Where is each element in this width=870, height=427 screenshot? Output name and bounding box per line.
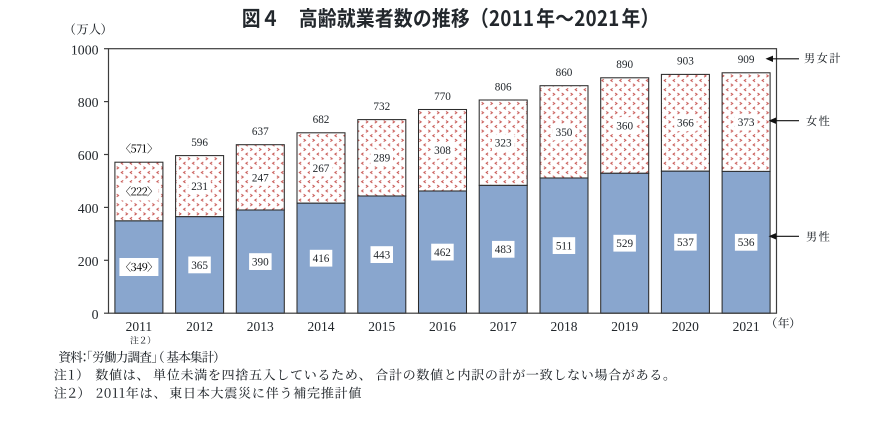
svg-text:483: 483 bbox=[495, 244, 512, 256]
svg-text:390: 390 bbox=[252, 257, 269, 269]
svg-text:231: 231 bbox=[191, 181, 208, 193]
svg-text:416: 416 bbox=[313, 253, 330, 265]
svg-text:637: 637 bbox=[252, 126, 269, 138]
svg-text:1000: 1000 bbox=[71, 42, 99, 57]
svg-text:600: 600 bbox=[78, 148, 99, 163]
svg-text:373: 373 bbox=[738, 117, 755, 129]
svg-text:200: 200 bbox=[78, 254, 99, 269]
svg-text:909: 909 bbox=[738, 54, 755, 66]
svg-text:537: 537 bbox=[677, 237, 694, 249]
svg-text:267: 267 bbox=[313, 163, 330, 175]
svg-text:289: 289 bbox=[373, 153, 390, 165]
svg-text:443: 443 bbox=[373, 250, 390, 262]
svg-text:596: 596 bbox=[191, 137, 208, 149]
svg-text:462: 462 bbox=[434, 247, 451, 259]
svg-text:365: 365 bbox=[191, 260, 208, 272]
svg-text:247: 247 bbox=[252, 172, 269, 184]
svg-text:323: 323 bbox=[495, 138, 512, 150]
svg-text:890: 890 bbox=[616, 59, 633, 71]
svg-text:308: 308 bbox=[434, 145, 451, 157]
svg-text:2016: 2016 bbox=[429, 319, 456, 334]
svg-text:366: 366 bbox=[677, 118, 694, 130]
svg-text:2019: 2019 bbox=[611, 319, 638, 334]
svg-text:2021: 2021 bbox=[733, 319, 760, 334]
svg-text:350: 350 bbox=[556, 127, 573, 139]
svg-text:903: 903 bbox=[677, 56, 694, 68]
svg-text:2011: 2011 bbox=[126, 319, 153, 334]
svg-text:800: 800 bbox=[78, 95, 99, 110]
svg-text:0: 0 bbox=[92, 307, 99, 322]
svg-text:2017: 2017 bbox=[490, 319, 517, 334]
svg-text:529: 529 bbox=[616, 238, 633, 250]
svg-text:2013: 2013 bbox=[247, 319, 274, 334]
svg-text:400: 400 bbox=[78, 201, 99, 216]
svg-text:732: 732 bbox=[373, 101, 390, 113]
svg-text:806: 806 bbox=[495, 81, 512, 93]
svg-text:860: 860 bbox=[556, 67, 573, 79]
svg-text:2015: 2015 bbox=[368, 319, 395, 334]
svg-text:536: 536 bbox=[738, 237, 755, 249]
svg-text:360: 360 bbox=[616, 120, 633, 132]
svg-text:770: 770 bbox=[434, 91, 451, 103]
svg-text:2012: 2012 bbox=[186, 319, 213, 334]
svg-text:2020: 2020 bbox=[672, 319, 699, 334]
svg-text:2018: 2018 bbox=[551, 319, 578, 334]
svg-text:682: 682 bbox=[313, 114, 330, 126]
svg-text:511: 511 bbox=[556, 241, 572, 253]
svg-text:2014: 2014 bbox=[308, 319, 335, 334]
